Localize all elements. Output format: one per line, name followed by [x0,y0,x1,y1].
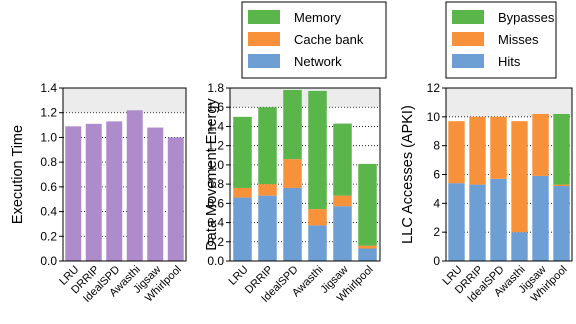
bar-awasthi [126,110,143,261]
bar-awasthi-hits [511,232,528,261]
legend: Bypasses Misses Hits [445,1,557,79]
y-axis-label: Execution Time [10,125,26,224]
plot-frame [229,87,381,262]
y-tick-label: 0.6 [207,196,224,210]
y-tick-label: 1.2 [40,106,57,120]
bar-lru-misses [448,121,465,184]
bar-drrip-network [258,195,277,261]
bar-whirlpool-bypasses [553,113,570,185]
bar-idealspd-memory [283,89,302,160]
legend-swatch [248,10,280,24]
bar-whirlpool-network [358,248,377,261]
bar-whirlpool [167,137,184,261]
plot-band [63,88,186,113]
y-tick-label: 1.4 [207,119,224,133]
bar-drrip-hits [469,184,486,261]
chart-panel-2: 0.00.20.40.60.81.01.21.41.61.8LRUDRRIPId… [204,1,387,305]
y-tick-label: 6 [433,168,440,182]
y-tick-label: 1.0 [207,158,224,172]
y-tick-label: 1.4 [40,81,57,95]
bar-drrip-misses [469,116,486,185]
y-tick-label: 1.6 [207,100,224,114]
legend-label: Bypasses [498,10,555,25]
legend-swatch [452,54,484,68]
y-tick-label: 0.8 [40,155,57,169]
y-tick-label: 1.8 [207,81,224,95]
bar-idealspd-cache-bank [283,159,302,188]
bar-awasthi-network [308,225,327,261]
y-tick-label: 0.8 [207,177,224,191]
y-tick-label: 12 [427,81,441,95]
bar-jigsaw [147,127,164,262]
y-axis-label: Data Movement Energy [204,98,220,251]
bar-lru-memory [233,116,252,188]
y-tick-label: 0.0 [40,254,57,268]
plot-band [230,88,380,108]
bar-jigsaw-memory [333,123,352,196]
legend-label: Memory [294,10,341,25]
y-axis-label: LLC Accesses (APKI) [400,105,416,244]
bar-drrip [85,123,102,261]
bar-lru-network [233,197,252,261]
bar-jigsaw-hits [532,175,549,261]
y-tick-label: 0.4 [207,216,224,230]
bar-awasthi-misses [511,121,528,233]
bar-whirlpool-cache-bank [358,245,377,249]
legend-swatch [452,10,484,24]
bar-whirlpool-hits [553,186,570,261]
bar-awasthi-memory [308,90,327,210]
bar-lru-cache-bank [233,187,252,198]
bar-whirlpool-memory [358,163,377,246]
bar-idealspd-misses [490,116,507,179]
bar-jigsaw-network [333,206,352,261]
y-tick-label: 8 [433,139,440,153]
y-tick-label: 0.6 [40,180,57,194]
y-tick-label: 4 [433,196,440,210]
bar-jigsaw-misses [532,113,549,176]
legend-swatch [248,54,280,68]
bar-awasthi-cache-bank [308,209,327,226]
y-tick-label: 1.2 [207,139,224,153]
bar-jigsaw-cache-bank [333,195,352,207]
bar-drrip-cache-bank [258,184,277,196]
bar-lru-hits [448,183,465,261]
y-tick-label: 10 [427,110,441,124]
legend-label: Network [294,54,342,69]
chart-panel-3: 024681012LRUDRRIPIdealSPDAwasthiJigsawWh… [400,1,573,305]
bar-drrip-memory [258,107,277,185]
y-tick-label: 2 [433,225,440,239]
bar-idealspd [106,121,123,261]
plot-frame [445,87,573,262]
bar-whirlpool-misses [553,184,570,187]
plot-band [446,88,572,117]
y-tick-label: 0.2 [40,229,57,243]
bar-idealspd-hits [490,178,507,261]
legend-label: Hits [498,54,521,69]
legend: Memory Cache bank Network [241,1,387,79]
y-tick-label: 1.0 [40,130,57,144]
bar-lru [65,126,82,261]
legend-label: Cache bank [294,32,364,47]
y-tick-label: 0.2 [207,235,224,249]
legend-label: Misses [498,32,539,47]
plot-frame [62,87,187,262]
y-tick-label: 0 [433,254,440,268]
bar-idealspd-network [283,187,302,261]
y-tick-label: 0.0 [207,254,224,268]
chart-panel-1: 0.00.20.40.60.81.01.21.4LRUDRRIPIdealSPD… [10,81,187,305]
legend-swatch [452,32,484,46]
y-tick-label: 0.4 [40,205,57,219]
legend-swatch [248,32,280,46]
